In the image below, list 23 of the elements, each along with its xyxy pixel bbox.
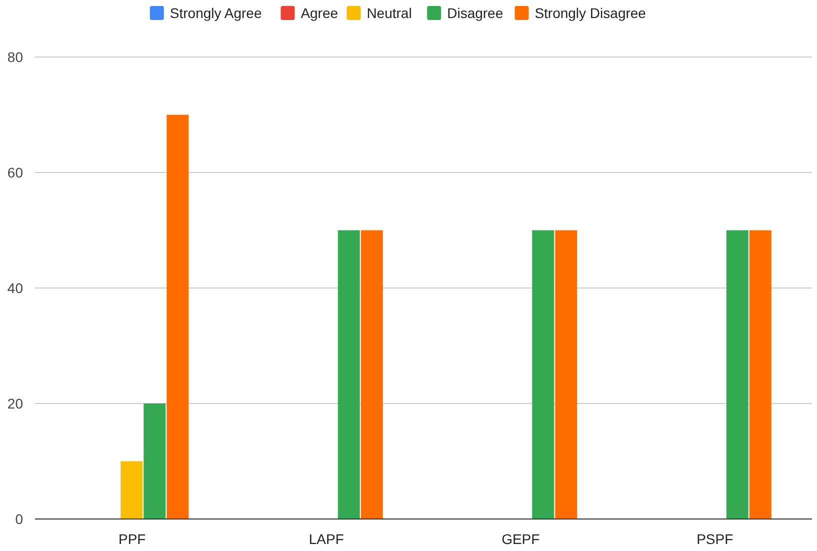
bar xyxy=(166,114,189,519)
y-tick-label: 20 xyxy=(7,396,24,412)
y-tick-label: 80 xyxy=(7,49,24,65)
x-tick-label: LAPF xyxy=(308,531,344,547)
bar xyxy=(338,230,360,519)
x-tick-label: GEPF xyxy=(502,531,540,547)
bar xyxy=(120,461,143,519)
bar xyxy=(749,230,772,519)
bar xyxy=(726,230,748,519)
bar xyxy=(360,230,383,519)
y-tick-label: 40 xyxy=(7,280,24,296)
legend-label: Neutral xyxy=(366,5,412,21)
legend-label: Strongly Disagree xyxy=(534,5,646,21)
legend-label: Strongly Agree xyxy=(170,5,262,21)
bar xyxy=(555,230,578,519)
bar xyxy=(532,230,554,519)
y-tick-label: 0 xyxy=(15,511,24,527)
x-tick-label: PSPF xyxy=(696,531,734,547)
legend-label: Disagree xyxy=(447,5,504,21)
x-tick-label: PPF xyxy=(118,531,146,547)
y-tick-label: 60 xyxy=(7,164,24,180)
bar xyxy=(144,404,166,519)
legend-label: Agree xyxy=(300,5,338,21)
